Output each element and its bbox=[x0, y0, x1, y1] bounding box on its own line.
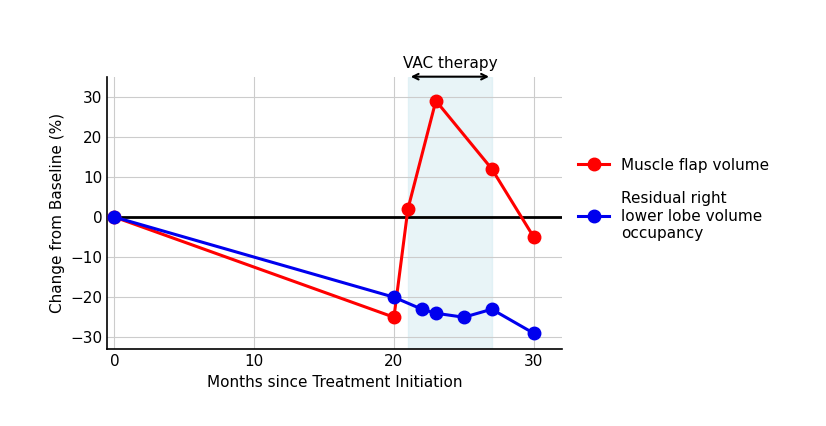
Y-axis label: Change from Baseline (%): Change from Baseline (%) bbox=[50, 113, 64, 313]
Text: VAC therapy: VAC therapy bbox=[402, 56, 497, 71]
Bar bbox=[408, 77, 491, 349]
X-axis label: Months since Treatment Initiation: Months since Treatment Initiation bbox=[206, 375, 463, 390]
Legend: Muscle flap volume, Residual right
lower lobe volume
occupancy: Muscle flap volume, Residual right lower… bbox=[578, 158, 769, 241]
